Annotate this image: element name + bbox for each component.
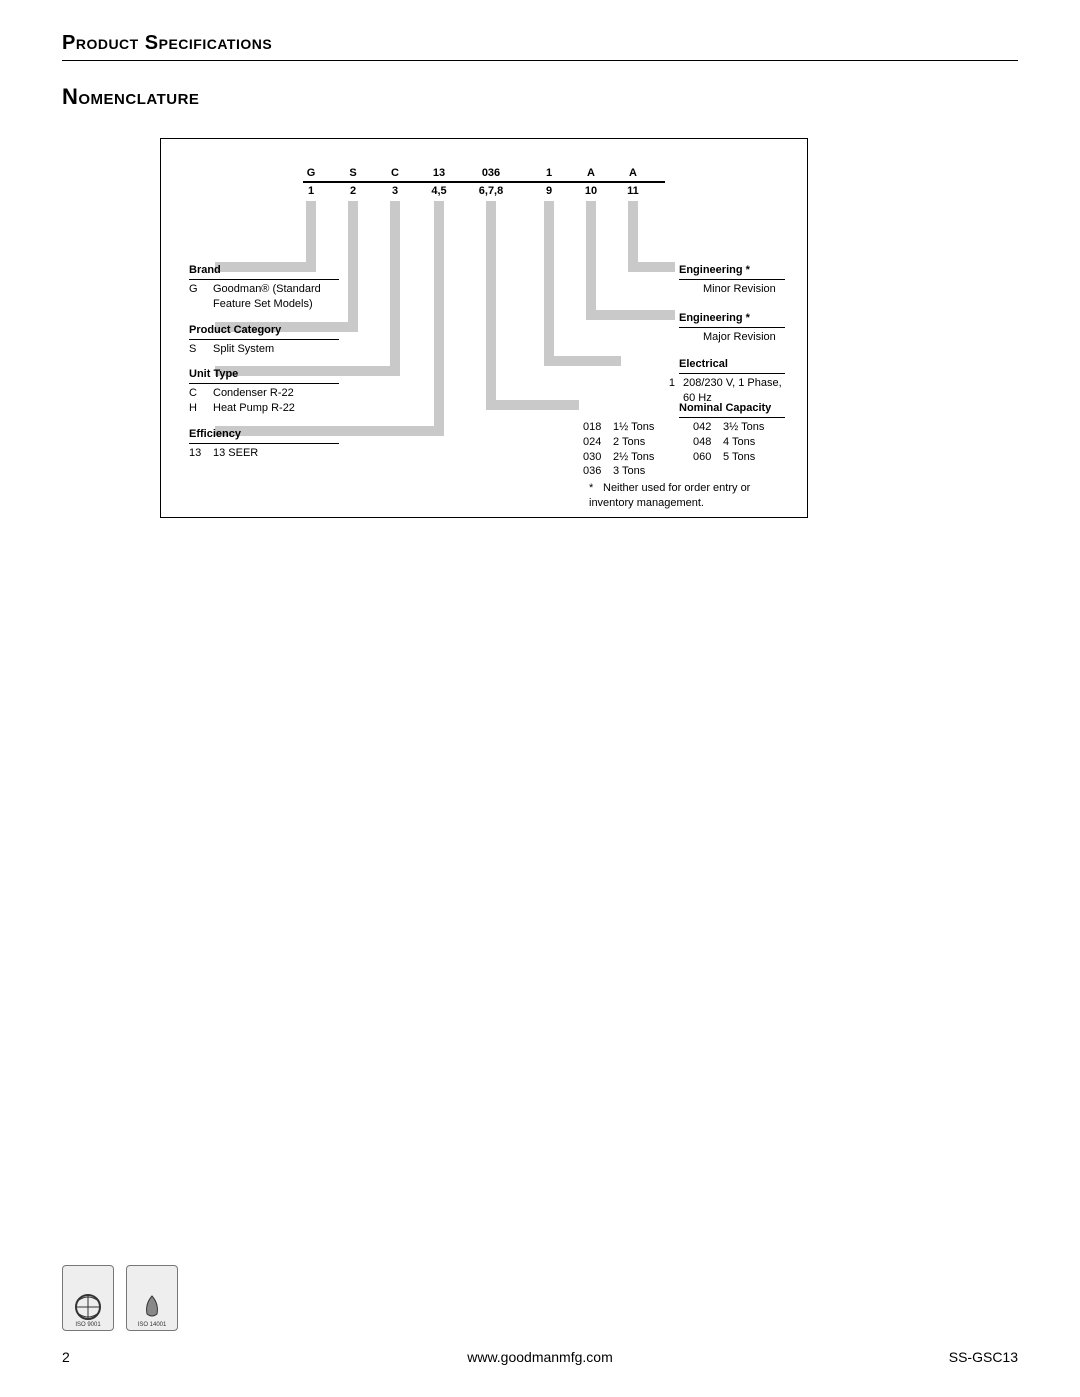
code-position: 2 (343, 185, 363, 197)
category-block: Electrical1208/230 V, 1 Phase, 60 Hz (679, 357, 785, 406)
code-underline (303, 181, 665, 183)
category-title: Engineering * (679, 263, 785, 280)
footnote-star: * (589, 481, 603, 496)
category-row: Major Revision (679, 330, 785, 345)
code-position: 11 (623, 185, 643, 197)
code-letter: 13 (426, 167, 452, 179)
capacity-row: 0363 Tons (583, 464, 693, 479)
doc-code: SS-GSC13 (949, 1349, 1018, 1365)
category-row: GGoodman® (Standard Feature Set Models) (189, 282, 339, 312)
code-position: 1 (301, 185, 321, 197)
category-block: Efficiency 1313 SEER (189, 427, 339, 461)
capacity-row: 0484 Tons (693, 435, 803, 450)
code-position: 3 (385, 185, 405, 197)
section-title: Nomenclature (62, 84, 199, 110)
code-letter: 1 (539, 167, 559, 179)
code-position: 10 (581, 185, 601, 197)
category-block: Nominal Capacity0181½ Tons0242 Tons0302½… (679, 401, 785, 479)
category-block: Engineering * Minor Revision (679, 263, 785, 297)
category-title: Efficiency (189, 427, 339, 444)
footnote-text: Neither used for order entry or inventor… (589, 482, 750, 509)
header-rule (62, 60, 1018, 61)
code-letter: 036 (474, 167, 508, 179)
code-letter: A (623, 167, 643, 179)
category-row: 1313 SEER (189, 446, 339, 461)
capacity-row: 0423½ Tons (693, 420, 803, 435)
category-block: Brand GGoodman® (Standard Feature Set Mod… (189, 263, 339, 312)
nomenclature-diagram: G S C 13 036 1 A A 1 2 3 4,5 6,7,8 9 10 11 Brand GGoodm… (160, 138, 808, 518)
capacity-row: 0302½ Tons (583, 450, 693, 465)
code-letter: C (385, 167, 405, 179)
cert-logos: ISO 9001 ISO 14001 (62, 1265, 178, 1331)
capacity-row: 0242 Tons (583, 435, 693, 450)
category-title: Unit Type (189, 367, 339, 384)
category-block: Product Category SSplit System (189, 323, 339, 357)
footer-url: www.goodmanmfg.com (0, 1349, 1080, 1365)
code-position: 9 (539, 185, 559, 197)
category-block: Unit Type CCondenser R-22HHeat Pump R-22 (189, 367, 339, 416)
category-title: Electrical (679, 357, 785, 374)
category-block: Engineering * Major Revision (679, 311, 785, 345)
category-row: CCondenser R-22 (189, 386, 339, 401)
category-row: HHeat Pump R-22 (189, 401, 339, 416)
category-row: Minor Revision (679, 282, 785, 297)
header-title: Product Specifications (62, 32, 272, 55)
category-title: Engineering * (679, 311, 785, 328)
capacity-row: 0181½ Tons (583, 420, 693, 435)
code-letter: G (301, 167, 321, 179)
code-position: 4,5 (426, 185, 452, 197)
category-title: Product Category (189, 323, 339, 340)
code-letter: S (343, 167, 363, 179)
category-title: Nominal Capacity (679, 401, 785, 418)
code-position: 6,7,8 (474, 185, 508, 197)
category-title: Brand (189, 263, 339, 280)
iso14001-logo: ISO 14001 (126, 1265, 178, 1331)
category-row: SSplit System (189, 342, 339, 357)
code-letter: A (581, 167, 601, 179)
capacity-row: 0605 Tons (693, 450, 803, 465)
footnote: *Neither used for order entry or invento… (589, 481, 789, 511)
iso9001-logo: ISO 9001 (62, 1265, 114, 1331)
